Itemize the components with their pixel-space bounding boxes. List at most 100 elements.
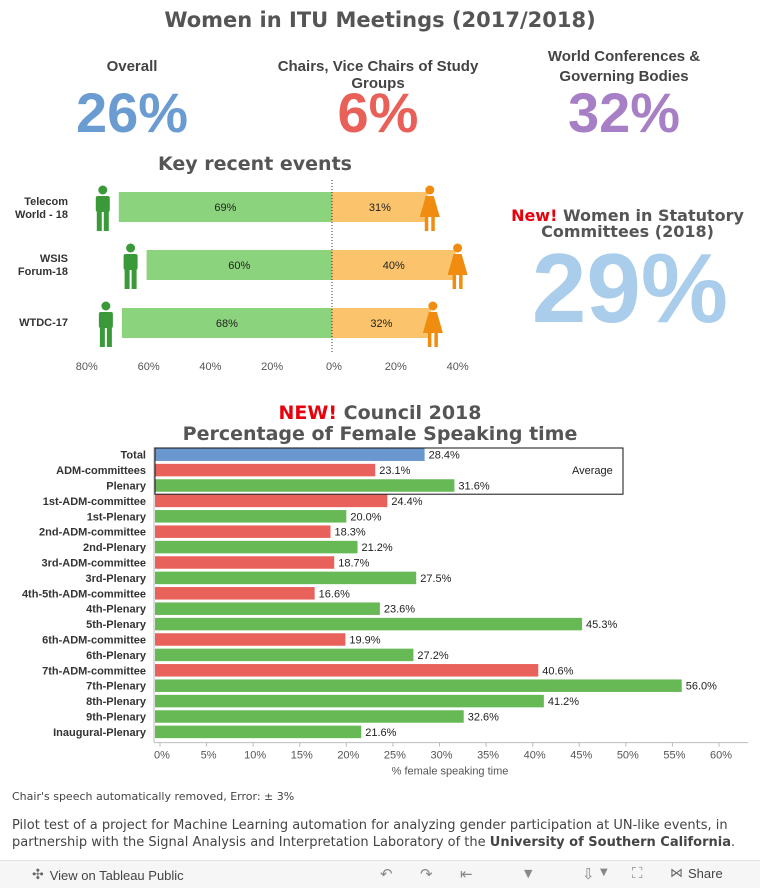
share-button[interactable]: ⋈ Share [670,866,723,881]
view-on-tableau-label: View on Tableau Public [50,868,184,883]
x-tick-label: 20% [385,361,407,373]
male-icon-head [101,302,110,311]
speaking-time-bar [155,479,454,492]
undo-icon[interactable]: ↶ [380,865,393,883]
value-label: 27.2% [417,650,448,662]
value-label: 20.0% [350,511,381,523]
x-tick-label: 60% [710,750,732,762]
council-title-text: Council 2018 [344,402,482,424]
value-label: 21.6% [365,727,396,739]
share-label: Share [688,866,723,881]
female-icon-head [428,302,437,311]
kpi-overall-label: Overall [52,58,212,75]
male-person-icon [96,186,110,232]
speaking-time-bar [155,541,358,554]
male-icon-leg [107,328,112,347]
female-share-label: 31% [369,202,391,214]
x-tick-label: 40% [199,361,221,373]
x-tick-label: 55% [663,750,685,762]
male-icon-leg [97,212,102,231]
x-tick-label: 40% [524,750,546,762]
download-icon[interactable]: ⇩ [582,865,595,883]
x-tick-label: 30% [430,750,452,762]
male-icon-body [124,254,138,270]
speaking-time-bar [155,448,425,461]
x-tick-label: 10% [244,750,266,762]
category-label: 5th-Plenary [86,619,147,631]
speaking-time-bar [155,695,544,708]
female-icon-leg [453,275,457,289]
kpi-overall-value: 26% [52,80,212,145]
value-label: 21.2% [362,542,393,554]
category-label: 8th-Plenary [86,696,147,708]
speaking-time-bar [155,464,375,477]
value-label: 16.6% [319,588,350,600]
view-on-tableau-button[interactable]: ✣ View on Tableau Public [32,866,184,884]
council-new-word: NEW! [279,402,338,424]
category-label: 2nd-ADM-committee [39,527,146,539]
x-tick-label: 0% [154,750,170,762]
revert-icon[interactable]: ⇤ [460,865,473,883]
x-axis-title: % female speaking time [392,766,509,778]
project-description: Pilot test of a project for Machine Lear… [12,817,752,851]
category-label: Total [121,450,146,462]
category-label: 4th-5th-ADM-committee [22,588,146,600]
female-icon-leg [425,217,429,231]
speaking-time-bar [155,710,464,723]
speaking-time-bar [155,556,334,569]
value-label: 18.3% [334,527,365,539]
category-label: 6th-ADM-committee [42,635,146,647]
category-label: 1st-Plenary [87,511,147,523]
male-icon-leg [100,328,105,347]
value-label: 24.4% [391,496,422,508]
male-share-label: 60% [228,260,250,272]
speaking-time-bar [155,664,538,677]
dropdown-arrow-icon[interactable]: ▼ [524,867,532,880]
speaking-time-bar [155,649,413,662]
female-icon-leg [428,333,432,347]
male-icon-leg [125,270,130,289]
category-label: 9th-Plenary [86,712,147,724]
x-tick-label: 0% [326,361,342,373]
value-label: 40.6% [542,665,573,677]
x-tick-label: 25% [384,750,406,762]
speaking-time-bar [155,587,315,600]
speaking-time-bar [155,495,387,508]
usc-name: University of Southern California [490,835,731,850]
kpi-chairs-value: 6% [298,80,458,145]
category-label: 2nd-Plenary [83,542,147,554]
x-tick-label: 80% [76,361,98,373]
female-share-label: 40% [383,260,405,272]
average-annotation: Average [572,465,613,477]
value-label: 45.3% [586,619,617,631]
male-share-label: 68% [216,318,238,330]
fullscreen-icon[interactable]: ⛶ [632,864,643,882]
speaking-time-bar [155,618,582,631]
value-label: 27.5% [420,573,451,585]
category-label: 6th-Plenary [86,650,147,662]
male-icon-leg [104,212,109,231]
male-icon-head [98,186,107,195]
council-title: NEW! Council 2018 Percentage of Female S… [100,403,660,445]
value-label: 23.6% [384,604,415,616]
female-icon-head [425,186,434,195]
male-person-icon [124,244,138,290]
download-caret-icon[interactable]: ▼ [600,867,608,878]
x-tick-label: 20% [337,750,359,762]
redo-icon[interactable]: ↷ [420,865,433,883]
male-share-label: 69% [214,202,236,214]
category-label: 3rd-ADM-committee [41,558,146,570]
x-tick-label: 50% [617,750,639,762]
category-label: 7th-ADM-committee [42,665,146,677]
statutory-value: 29% [505,232,755,345]
speaking-time-bar [155,726,361,739]
category-label: ADM-committees [56,465,146,477]
female-icon-leg [431,217,435,231]
category-label: 1st-ADM-committee [43,496,146,508]
x-tick-label: 20% [261,361,283,373]
category-label: 7th-Plenary [86,681,147,693]
x-tick-label: 35% [477,750,499,762]
value-label: 56.0% [686,681,717,693]
tableau-toolbar: ✣ View on Tableau Public ↶ ↷ ⇤ ▼ ⇩ ▼ ⛶ ⋈… [0,860,760,888]
value-label: 31.6% [458,481,489,493]
